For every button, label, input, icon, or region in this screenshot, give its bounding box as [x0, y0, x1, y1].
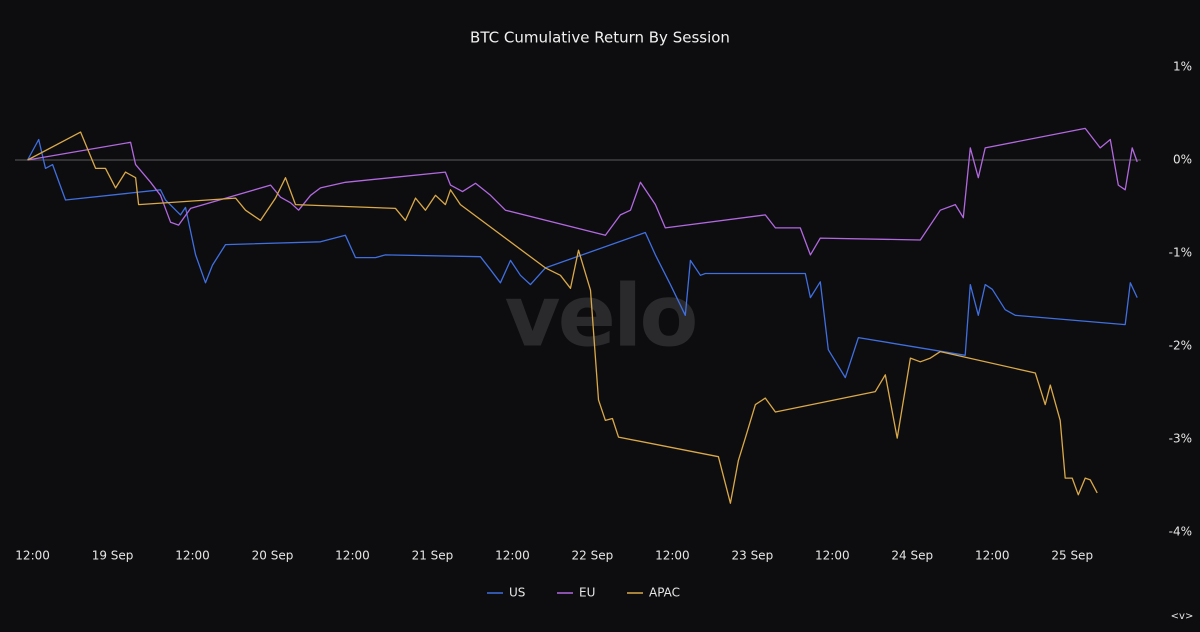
y-tick-label: -4%: [1169, 525, 1192, 539]
y-tick-label: -3%: [1169, 432, 1192, 446]
y-tick-label: -2%: [1169, 339, 1192, 353]
x-tick-label: 24 Sep: [891, 549, 933, 563]
x-tick-label: 12:00: [815, 549, 850, 563]
x-tick-label: 12:00: [495, 549, 530, 563]
x-tick-label: 19 Sep: [92, 549, 134, 563]
x-tick-label: 25 Sep: [1051, 549, 1093, 563]
x-tick-label: 12:00: [335, 549, 370, 563]
series-line: [27, 138, 1138, 379]
series-line: [27, 131, 1098, 504]
corner-label: <v>: [1171, 611, 1194, 622]
legend-label: US: [509, 586, 525, 600]
x-tick-label: 23 Sep: [731, 549, 773, 563]
x-tick-label: 12:00: [175, 549, 210, 563]
legend-label: APAC: [649, 586, 680, 600]
y-tick-label: 0%: [1173, 153, 1192, 167]
legend-label: EU: [579, 586, 595, 600]
x-tick-label: 12:00: [975, 549, 1010, 563]
x-tick-label: 22 Sep: [572, 549, 614, 563]
x-tick-label: 21 Sep: [412, 549, 454, 563]
x-tick-label: 12:00: [15, 549, 50, 563]
y-tick-label: 1%: [1173, 60, 1192, 74]
chart-title: BTC Cumulative Return By Session: [470, 29, 730, 47]
x-tick-label: 20 Sep: [252, 549, 294, 563]
y-tick-label: -1%: [1169, 246, 1192, 260]
watermark: velo: [505, 266, 696, 366]
series-line: [27, 127, 1138, 256]
x-tick-label: 12:00: [655, 549, 690, 563]
